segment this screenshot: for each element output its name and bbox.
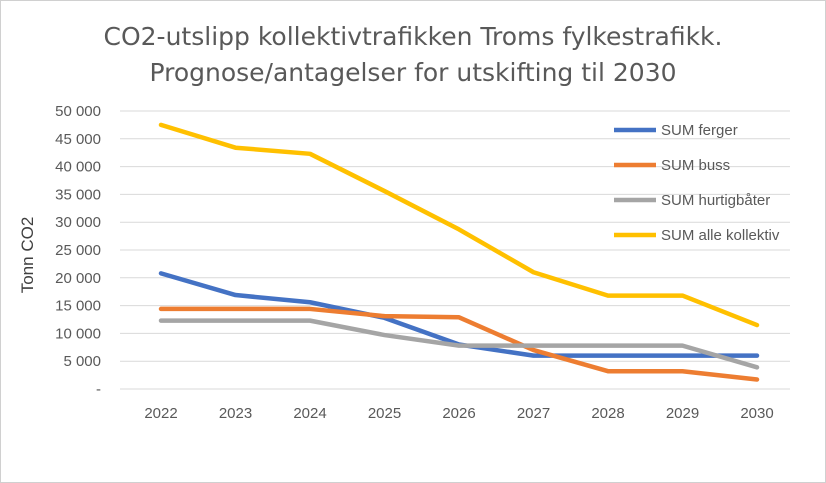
y-tick-label: 40 000 xyxy=(55,159,101,176)
x-tick-label: 2022 xyxy=(144,405,177,422)
x-tick-label: 2030 xyxy=(740,405,773,422)
chart-title-line-2: Prognose/antagelser for utskifting til 2… xyxy=(149,58,677,87)
y-axis-ticks: - 5 000 10 000 15 000 20 000 25 000 30 000 35 0… xyxy=(55,103,101,398)
y-tick-label: 15 000 xyxy=(55,298,101,315)
series-line xyxy=(158,271,760,358)
legend-label: SUM buss xyxy=(661,157,730,174)
series-line xyxy=(158,306,760,382)
series-line xyxy=(158,122,760,328)
y-tick-label: 35 000 xyxy=(55,186,101,203)
y-tick-label: 45 000 xyxy=(55,131,101,148)
x-tick-label: 2027 xyxy=(517,405,550,422)
x-tick-label: 2025 xyxy=(368,405,401,422)
series-line xyxy=(158,318,760,370)
x-tick-label: 2024 xyxy=(293,405,326,422)
chart-title-line-1: CO2-utslipp kollektivtrafikken Troms fyl… xyxy=(103,22,723,51)
series-lines xyxy=(158,122,760,382)
y-tick-label: 25 000 xyxy=(55,242,101,259)
y-tick-label: 5 000 xyxy=(63,353,101,370)
y-tick-label: - xyxy=(96,381,101,398)
x-tick-label: 2028 xyxy=(591,405,624,422)
legend: SUM ferger SUM buss SUM hurtigbåter SUM all… xyxy=(614,122,780,244)
legend-label: SUM alle kollektiv xyxy=(661,227,780,244)
y-tick-label: 10 000 xyxy=(55,325,101,342)
legend-label: SUM hurtigbåter xyxy=(661,192,770,209)
x-tick-label: 2023 xyxy=(219,405,252,422)
x-tick-label: 2026 xyxy=(442,405,475,422)
legend-label: SUM ferger xyxy=(661,122,738,139)
y-tick-label: 20 000 xyxy=(55,270,101,287)
x-axis-ticks: 2022 2023 2024 2025 2026 2027 2028 2029 2030 xyxy=(144,405,773,422)
y-tick-label: 30 000 xyxy=(55,214,101,231)
y-tick-label: 50 000 xyxy=(55,103,101,120)
gridlines xyxy=(120,110,790,390)
x-tick-label: 2029 xyxy=(666,405,699,422)
